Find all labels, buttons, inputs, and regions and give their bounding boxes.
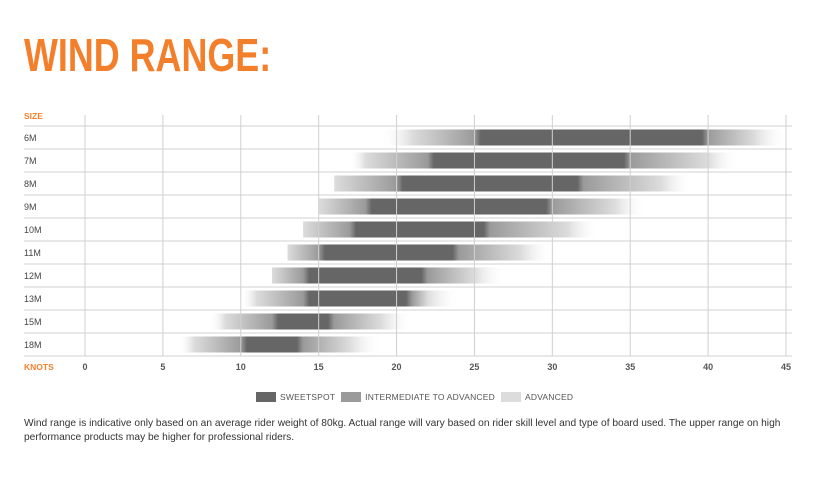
x-tick-label: 5: [160, 362, 165, 372]
disclaimer-note: Wind range is indicative only based on a…: [24, 418, 781, 443]
legend-item-sweetspot: SWEETSPOT: [256, 392, 335, 402]
legend-swatch-intermediate: [341, 392, 362, 402]
x-tick-label: 35: [625, 362, 635, 372]
size-header: SIZE: [24, 111, 43, 121]
page-title: WIND RANGE:: [24, 29, 272, 81]
range-bar: [209, 313, 413, 330]
x-tick-label: 40: [703, 362, 713, 372]
size-label: 18M: [24, 340, 42, 350]
x-tick-label: 0: [82, 362, 87, 372]
x-tick-label: 20: [392, 362, 402, 372]
wind-range-chart: SIZE 6M 7M 8M 9M 10M 11M 12M 13M 15M 18M 0 5 10 15 20 2…: [24, 111, 792, 372]
size-label: 15M: [24, 317, 42, 327]
size-label: 6M: [24, 133, 37, 143]
legend-swatch-sweetspot: [256, 392, 276, 402]
legend-label-sweetspot: SWEETSPOT: [280, 392, 336, 402]
size-label: 7M: [24, 156, 37, 166]
legend-swatch-advanced: [500, 392, 521, 402]
size-label: 12M: [24, 271, 42, 281]
size-label: 9M: [24, 202, 37, 212]
range-bar: [303, 221, 600, 238]
bars-layer: [178, 129, 786, 353]
x-axis-label: KNOTS: [24, 362, 54, 372]
x-tick-label: 10: [236, 362, 246, 372]
grid-lines: [84, 115, 787, 356]
legend-item-advanced: ADVANCED: [500, 392, 574, 402]
range-bar: [178, 336, 381, 353]
row-labels: SIZE 6M 7M 8M 9M 10M 11M 12M 13M 15M 18M: [24, 111, 43, 350]
legend-item-intermediate: INTERMEDIATE TO ADVANCED: [341, 392, 495, 402]
size-label: 13M: [24, 294, 42, 304]
x-tick-label: 45: [781, 362, 791, 372]
range-bar: [334, 175, 693, 192]
size-label: 11M: [24, 248, 41, 258]
range-bar: [318, 198, 646, 215]
x-tick-label: 15: [314, 362, 324, 372]
size-label: 8M: [24, 179, 37, 189]
range-bar: [287, 244, 553, 261]
range-bar: [271, 267, 506, 284]
x-tick-label: 25: [469, 362, 479, 372]
row-lines: [24, 125, 792, 357]
range-bar: [380, 129, 786, 146]
range-bar: [240, 290, 459, 307]
x-tick-labels: 0 5 10 15 20 25 30 35 40 45 KNOTS: [24, 362, 791, 372]
legend-label-advanced: ADVANCED: [524, 392, 574, 402]
range-bar: [349, 152, 740, 169]
legend-label-intermediate: INTERMEDIATE TO ADVANCED: [365, 392, 495, 402]
legend: SWEETSPOT INTERMEDIATE TO ADVANCED ADVAN…: [256, 392, 579, 402]
x-tick-label: 30: [547, 362, 557, 372]
size-label: 10M: [24, 225, 42, 235]
